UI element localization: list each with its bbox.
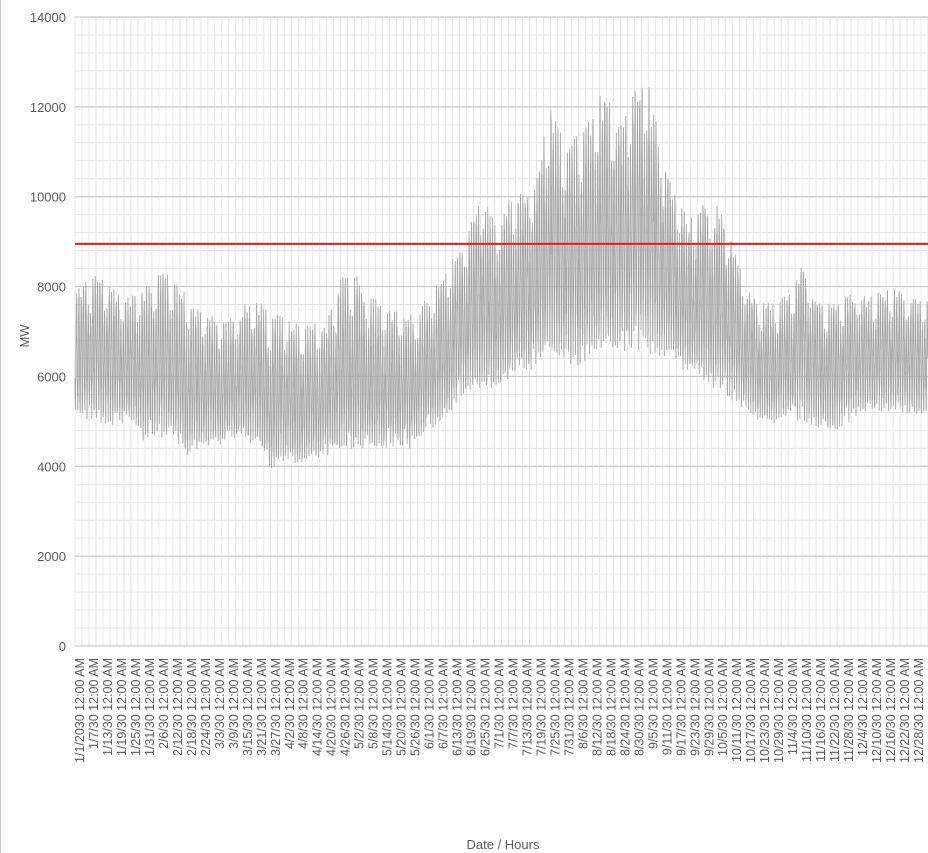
x-tick-label: 11/16/30 12:00 AM <box>814 658 828 762</box>
y-tick-label: 12000 <box>30 100 66 115</box>
x-tick-label: 8/24/30 12:00 AM <box>618 658 632 756</box>
y-tick-label: 14000 <box>30 10 66 25</box>
x-tick-label: 11/10/30 12:00 AM <box>800 658 814 762</box>
y-tick-label: 8000 <box>37 280 66 295</box>
y-tick-label: 2000 <box>37 549 66 564</box>
y-tick-label: 10000 <box>30 190 66 205</box>
x-tick-label: 6/19/30 12:00 AM <box>465 658 479 756</box>
y-axis-title: MW <box>17 324 32 348</box>
x-tick-label: 12/16/30 12:00 AM <box>884 658 898 763</box>
x-tick-label: 1/19/30 12:00 AM <box>115 658 129 756</box>
x-tick-label: 2/6/30 12:00 AM <box>157 658 171 749</box>
x-tick-label: 3/3/30 12:00 AM <box>213 658 227 749</box>
load-series-line <box>74 86 928 469</box>
x-tick-label: 11/28/30 12:00 AM <box>842 658 856 762</box>
x-tick-label: 12/10/30 12:00 AM <box>870 658 884 763</box>
x-tick-label: 10/11/30 12:00 AM <box>730 658 744 762</box>
x-tick-label: 10/23/30 12:00 AM <box>758 658 772 763</box>
y-tick-label: 6000 <box>37 369 66 384</box>
x-tick-label: 1/25/30 12:00 AM <box>129 658 143 756</box>
x-tick-label: 3/9/30 12:00 AM <box>227 658 241 749</box>
x-tick-label: 11/22/30 12:00 AM <box>828 658 842 762</box>
x-tick-label: 2/12/30 12:00 AM <box>171 658 185 756</box>
x-tick-label: 5/14/30 12:00 AM <box>381 658 395 756</box>
x-tick-label: 12/22/30 12:00 AM <box>898 658 912 763</box>
y-tick-label: 0 <box>59 639 66 654</box>
x-tick-label: 8/30/30 12:00 AM <box>632 658 646 756</box>
x-tick-label: 7/1/30 12:00 AM <box>493 658 507 749</box>
y-axis-ticks: 0 2000 4000 6000 8000 10000 12000 14000 <box>30 10 66 654</box>
x-tick-label: 6/13/30 12:00 AM <box>451 658 465 756</box>
x-tick-label: 8/18/30 12:00 AM <box>604 658 618 756</box>
x-tick-label: 7/19/30 12:00 AM <box>534 658 548 756</box>
y-tick-label: 4000 <box>37 459 66 474</box>
x-tick-label: 6/1/30 12:00 AM <box>423 658 437 749</box>
x-tick-label: 7/31/30 12:00 AM <box>562 658 576 756</box>
x-tick-label: 9/29/30 12:00 AM <box>702 658 716 756</box>
x-tick-label: 3/21/30 12:00 AM <box>255 658 269 756</box>
load-series <box>74 86 928 469</box>
x-tick-label: 3/15/30 12:00 AM <box>241 658 255 756</box>
left-border <box>0 0 1 853</box>
x-axis-title: Date / Hours <box>467 837 540 852</box>
x-tick-label: 5/20/30 12:00 AM <box>395 658 409 756</box>
x-tick-label: 2/24/30 12:00 AM <box>199 658 213 756</box>
x-tick-label: 5/26/30 12:00 AM <box>409 658 423 756</box>
x-tick-label: 4/8/30 12:00 AM <box>297 658 311 749</box>
x-tick-label: 7/25/30 12:00 AM <box>548 658 562 756</box>
x-tick-label: 1/1/2030 12:00 AM <box>73 658 87 763</box>
x-axis-ticks: 1/1/2030 12:00 AM 1/7/30 12:00 AM 1/13/30 … <box>73 658 926 763</box>
x-tick-label: 7/13/30 12:00 AM <box>520 658 534 756</box>
x-tick-label: 5/2/30 12:00 AM <box>353 658 367 749</box>
x-tick-label: 1/31/30 12:00 AM <box>143 658 157 756</box>
x-tick-label: 10/5/30 12:00 AM <box>716 658 730 756</box>
x-tick-label: 1/7/30 12:00 AM <box>87 658 101 749</box>
x-tick-label: 2/18/30 12:00 AM <box>185 658 199 756</box>
x-tick-label: 7/7/30 12:00 AM <box>506 658 520 749</box>
x-tick-label: 11/4/30 12:00 AM <box>786 658 800 755</box>
x-tick-label: 6/7/30 12:00 AM <box>437 658 451 749</box>
x-tick-label: 8/6/30 12:00 AM <box>576 658 590 749</box>
x-tick-label: 9/23/30 12:00 AM <box>688 658 702 756</box>
x-tick-label: 1/13/30 12:00 AM <box>101 658 115 756</box>
x-tick-label: 10/29/30 12:00 AM <box>772 658 786 763</box>
x-tick-label: 10/17/30 12:00 AM <box>744 658 758 763</box>
x-tick-label: 4/20/30 12:00 AM <box>325 658 339 756</box>
x-tick-label: 3/27/30 12:00 AM <box>269 658 283 756</box>
x-tick-label: 5/8/30 12:00 AM <box>367 658 381 749</box>
x-tick-label: 4/26/30 12:00 AM <box>339 658 353 756</box>
x-tick-label: 4/2/30 12:00 AM <box>283 658 297 749</box>
x-tick-label: 12/28/30 12:00 AM <box>912 658 926 763</box>
x-tick-label: 12/4/30 12:00 AM <box>856 658 870 756</box>
x-tick-label: 9/5/30 12:00 AM <box>646 658 660 749</box>
x-tick-label: 6/25/30 12:00 AM <box>479 658 493 756</box>
x-tick-label: 9/17/30 12:00 AM <box>674 658 688 756</box>
x-tick-label: 8/12/30 12:00 AM <box>590 658 604 756</box>
x-tick-label: 4/14/30 12:00 AM <box>311 658 325 756</box>
x-tick-label: 9/11/30 12:00 AM <box>660 658 674 755</box>
